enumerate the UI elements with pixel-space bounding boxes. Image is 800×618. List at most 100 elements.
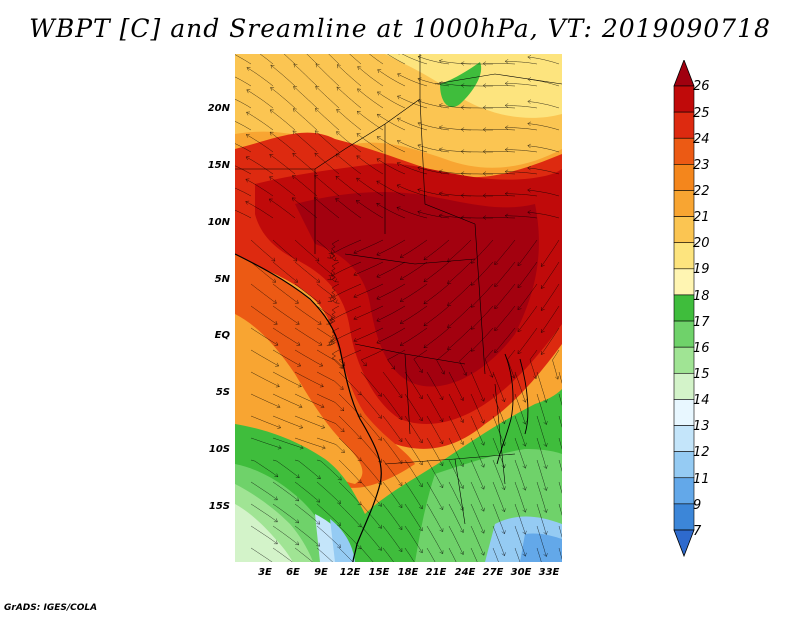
- streamline-arrow: [399, 320, 404, 324]
- streamline-arrow: [398, 460, 403, 465]
- streamline-arrow: [337, 500, 341, 504]
- colorbar-label-16: 16: [693, 341, 710, 356]
- streamline: [360, 371, 382, 397]
- streamline: [357, 88, 384, 109]
- colorbar-band: [673, 268, 695, 296]
- streamline-arrow: [340, 407, 345, 412]
- streamline-arrow: [376, 113, 381, 118]
- streamline: [250, 393, 281, 408]
- streamline-arrow: [245, 200, 250, 205]
- streamline: [353, 305, 384, 320]
- streamline: [294, 261, 320, 283]
- streamline-arrow: [271, 257, 276, 262]
- streamline-arrow: [417, 55, 422, 60]
- streamline-arrow: [335, 198, 340, 203]
- streamline-arrow: [460, 529, 465, 534]
- streamline-arrow: [417, 188, 422, 193]
- streamline-arrow: [357, 501, 362, 506]
- streamline: [376, 239, 406, 256]
- streamline: [423, 283, 450, 304]
- streamline-arrow: [398, 416, 403, 421]
- colorbar-band: [673, 346, 695, 374]
- streamline: [382, 503, 403, 530]
- streamline-arrow: [357, 479, 362, 484]
- streamline-arrow: [336, 109, 341, 113]
- streamline: [492, 525, 505, 556]
- streamline: [540, 283, 560, 311]
- streamline-arrow: [460, 61, 465, 66]
- streamline: [250, 371, 280, 387]
- streamline-arrow: [245, 178, 250, 183]
- streamline: [470, 525, 485, 556]
- streamline: [514, 437, 526, 469]
- streamline: [492, 371, 505, 402]
- streamline-arrow: [522, 464, 527, 469]
- streamline-arrow: [335, 175, 340, 180]
- streamline: [517, 283, 538, 310]
- streamline-arrow: [482, 149, 487, 154]
- streamline: [245, 156, 274, 175]
- streamline-arrow: [293, 257, 298, 262]
- streamline-arrow: [353, 271, 358, 277]
- streamline: [377, 69, 406, 87]
- streamline-arrow: [314, 175, 319, 179]
- streamline-arrow: [339, 386, 344, 390]
- streamline: [250, 415, 281, 429]
- map-panel: [235, 54, 562, 562]
- streamline-arrow: [378, 392, 382, 397]
- streamline-arrow: [540, 350, 545, 355]
- streamline-arrow: [328, 316, 333, 321]
- streamline: [448, 393, 464, 423]
- streamline-arrow: [328, 272, 333, 277]
- streamline: [235, 54, 252, 65]
- streamline-arrow: [376, 317, 381, 322]
- streamline: [272, 503, 299, 524]
- colorbar-label-7: 7: [693, 524, 702, 539]
- streamline-arrow: [270, 64, 275, 69]
- streamline: [447, 283, 472, 306]
- lat-label-5s: 5S: [215, 387, 230, 398]
- streamline: [470, 327, 494, 352]
- streamline-arrow: [316, 299, 321, 304]
- colorbar-band: [673, 425, 695, 452]
- colorbar-label-15: 15: [693, 367, 710, 382]
- streamline: [536, 437, 547, 469]
- streamline: [235, 165, 252, 175]
- streamline: [397, 73, 428, 87]
- streamline-arrow: [447, 302, 452, 306]
- streamline: [376, 180, 406, 197]
- streamline: [558, 459, 562, 472]
- streamline: [413, 349, 428, 373]
- streamline-arrow: [399, 254, 404, 258]
- streamline: [426, 503, 444, 532]
- colorbar-label-12: 12: [693, 445, 710, 460]
- streamline: [338, 393, 362, 418]
- streamline: [494, 305, 516, 331]
- streamline-arrow: [377, 69, 382, 74]
- streamline: [460, 151, 493, 153]
- streamline-arrow: [246, 89, 251, 94]
- streamline-arrow: [299, 445, 304, 450]
- streamline-arrow: [356, 133, 361, 137]
- streamline-arrow: [441, 370, 445, 375]
- streamline: [293, 86, 318, 109]
- streamline: [558, 415, 562, 428]
- streamline-arrow: [292, 175, 297, 180]
- streamline: [536, 481, 547, 513]
- streamline: [356, 200, 384, 219]
- streamline-arrow: [543, 509, 548, 514]
- streamline: [250, 547, 273, 562]
- streamline-arrow: [336, 86, 341, 91]
- streamline-arrow: [543, 421, 548, 426]
- streamline: [357, 111, 384, 131]
- streamline: [316, 415, 345, 432]
- streamline: [448, 371, 464, 401]
- streamline-arrow: [418, 368, 423, 373]
- streamline: [294, 283, 321, 304]
- streamline: [294, 371, 324, 387]
- streamline-arrow: [439, 484, 444, 489]
- streamline-arrow: [317, 320, 322, 325]
- streamline-arrow: [296, 341, 301, 346]
- streamline: [459, 349, 472, 376]
- streamline-arrow: [540, 262, 545, 267]
